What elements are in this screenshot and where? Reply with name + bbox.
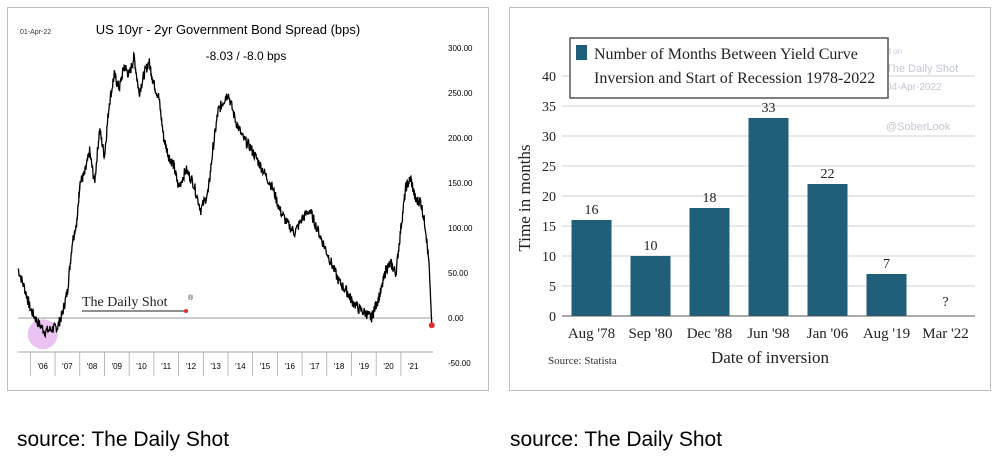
x-tick-label: Mar '22 [922,326,968,342]
chart-title-line2: Inversion and Start of Recession 1978-20… [594,70,875,87]
y-tick-label: 250.00 [448,89,473,98]
highlight-circle [27,319,58,350]
bar [630,256,671,316]
x-tick-label: '21 [408,362,419,371]
y-tick-label: 15 [542,220,556,235]
bar [689,208,730,316]
x-tick-label: Sep '80 [629,326,673,342]
brand-dot [184,309,188,313]
x-tick-label: '19 [359,362,370,371]
legend-box [569,37,889,99]
x-tick-label: '10 [136,362,147,371]
x-tick-label: Jun '98 [747,326,789,342]
chart-title: US 10yr - 2yr Government Bond Spread (bp… [96,22,360,37]
watermark-brand: The Daily Shot [886,63,958,75]
x-tick-label: '07 [62,362,73,371]
brand-logo: The Daily Shot [82,295,168,310]
x-tick-label: '11 [161,362,171,371]
x-tick-label: '18 [334,362,345,371]
bar-data-label: 7 [883,257,890,272]
y-tick-label: 10 [542,250,556,265]
series-line [17,51,433,339]
x-tick-label: '14 [235,362,246,371]
bar [807,184,848,316]
source-caption-right: source: The Daily Shot [510,428,723,451]
y-tick-label: 25 [542,160,556,175]
x-tick-label: Dec '88 [687,326,733,342]
watermark-date: 04-Apr-2022 [886,82,942,93]
end-marker [428,322,435,329]
x-tick-label: '08 [87,362,98,371]
x-tick-label: '17 [309,362,320,371]
y-tick-label: 5 [549,280,556,295]
bond-spread-chart: 01-Apr-22 US 10yr - 2yr Government Bond S… [17,22,473,376]
y-tick-label: 50.00 [448,269,469,278]
legend-swatch [576,45,587,60]
x-tick-label: '06 [37,362,48,371]
y-tick-label: -50.00 [448,359,471,368]
x-tick-label: Aug '19 [863,326,910,342]
bar [571,220,612,316]
x-tick-label: Jan '06 [807,326,849,342]
chart-date: 01-Apr-22 [20,29,51,36]
y-tick-label: 20 [542,190,556,205]
x-axis-label: Date of inversion [711,348,830,367]
bar [866,274,907,316]
x-tick-label: '16 [285,362,296,371]
bar [748,118,789,316]
y-tick-label: 40 [542,70,556,85]
y-tick-label: 300.00 [448,44,473,53]
bar-data-label: 22 [821,167,835,182]
bar-data-label: 33 [762,101,776,116]
x-tick-label: '09 [112,362,123,371]
bar-data-label: 16 [585,203,599,218]
bar-data-label: ? [942,295,948,310]
bar-data-label: 18 [703,191,717,206]
source-attribution: Source: Statista [548,355,617,367]
x-tick-label: '20 [383,362,394,371]
watermark-handle: @SoberLook [886,121,951,133]
y-tick-label: 0.00 [448,314,464,323]
brand-logo-mark: ® [188,294,194,302]
x-tick-label: '15 [260,362,271,371]
y-tick-label: 100.00 [448,224,473,233]
y-tick-label: 30 [542,130,556,145]
y-tick-label: 0 [549,310,556,325]
y-tick-label: 35 [542,100,556,115]
source-caption-left: source: The Daily Shot [17,428,230,451]
y-axis-label: Time in months [515,144,534,251]
x-tick-label: '12 [186,362,197,371]
x-tick-label: '13 [210,362,221,371]
bar-data-label: 10 [644,239,658,254]
spread-annotation: -8.03 / -8.0 bps [206,49,287,63]
y-tick-label: 200.00 [448,134,473,143]
x-tick-label: Aug '78 [568,326,615,342]
y-tick-label: 150.00 [448,179,473,188]
chart-title-line1: Number of Months Between Yield Curve [594,46,858,63]
bond-spread-panel: 01-Apr-22 US 10yr - 2yr Government Bond S… [7,7,489,391]
